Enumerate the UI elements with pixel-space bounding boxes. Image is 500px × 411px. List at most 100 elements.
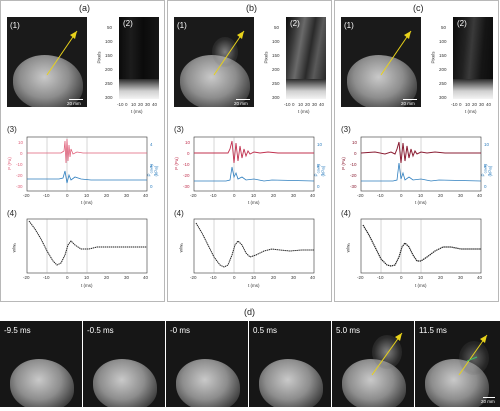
pressure-trace xyxy=(360,141,481,164)
hand-photo: (1) 20 mm xyxy=(7,17,87,107)
pc-tick: 0 xyxy=(484,184,487,189)
p-tick: 0 xyxy=(187,151,190,156)
subfig-label-4: (4) xyxy=(7,209,17,218)
x-tick: 10 xyxy=(418,275,424,280)
x-tick: 30 xyxy=(124,193,130,198)
streak-ytick: 100 xyxy=(105,39,113,44)
x-tick: 0 xyxy=(400,275,403,280)
p-tick: 0 xyxy=(20,151,23,156)
streak-xtick: 40 xyxy=(486,102,492,107)
p-tick: -30 xyxy=(350,184,357,189)
x-tick: 20 xyxy=(271,193,277,198)
p-tick: -10 xyxy=(350,162,357,167)
x-tick: -10 xyxy=(377,275,384,280)
w-axis-label: w/w₀ xyxy=(345,242,351,253)
hand-shape xyxy=(259,359,323,407)
hand-photo: (1) 20 mm xyxy=(341,17,421,107)
streak-ytick: 200 xyxy=(105,67,113,72)
frame-5: 5.0 ms xyxy=(332,321,414,407)
streak-xtick: 30 xyxy=(145,102,151,107)
streak-ytick: 150 xyxy=(439,53,447,58)
x-tick: 40 xyxy=(143,275,149,280)
streak-xtick: 20 xyxy=(472,102,478,107)
sequence-label: (d) xyxy=(244,307,255,317)
streak-xlabel: t (ms) xyxy=(298,109,310,114)
p-tick: -20 xyxy=(16,173,23,178)
x-tick: -10 xyxy=(210,275,217,280)
streak-xlabel: t (ms) xyxy=(465,109,477,114)
streak-xtick: 40 xyxy=(152,102,158,107)
p-tick: -10 xyxy=(16,162,23,167)
subfig-label-3: (3) xyxy=(341,125,351,134)
streak-xtick: 10 xyxy=(131,102,137,107)
panel-b: (b) (1) 20 mm (2) Pixels 50 100 150 200 … xyxy=(167,0,332,302)
x-tick: 0 xyxy=(66,275,69,280)
x-tick: 10 xyxy=(251,275,257,280)
x-tick: 30 xyxy=(291,275,297,280)
frame-6: 11.5 ms 20 mm xyxy=(415,321,500,407)
hand-photo: (1) 20 mm xyxy=(174,17,254,107)
panel-c: (c) (1) 20 mm (2) Pixels 50 100 150 200 … xyxy=(334,0,499,302)
frame-1: -9.5 ms xyxy=(0,321,82,407)
pressure-plot xyxy=(26,136,148,192)
subfig-label-2: (2) xyxy=(290,19,300,28)
p-tick: -10 xyxy=(183,162,190,167)
x-tick: 20 xyxy=(438,275,444,280)
streak-ytick: 300 xyxy=(272,95,280,100)
subfig-label-4: (4) xyxy=(174,209,184,218)
streak-ytick: 200 xyxy=(272,67,280,72)
subfig-label-4: (4) xyxy=(341,209,351,218)
pressure-trace xyxy=(27,138,147,164)
x-tick: -20 xyxy=(357,193,364,198)
scale-bar xyxy=(236,99,250,100)
pc-tick: 10 xyxy=(484,142,490,147)
arrow-icon xyxy=(371,332,403,376)
hand-shape xyxy=(342,359,406,407)
x-tick: -10 xyxy=(377,193,384,198)
t-axis-label: t (ms) xyxy=(415,200,427,205)
streak-xtick: -10 xyxy=(117,102,124,107)
p-tick: -20 xyxy=(183,173,190,178)
arrow-icon xyxy=(213,30,245,76)
streak-ytick: 50 xyxy=(274,25,280,30)
cavity-trace xyxy=(27,170,147,184)
t-axis-label: t (ms) xyxy=(81,283,93,288)
vapor-plume xyxy=(212,37,238,67)
streak-xtick: 10 xyxy=(465,102,471,107)
cavity-trace xyxy=(194,166,315,182)
x-tick: 20 xyxy=(104,275,110,280)
x-tick: -20 xyxy=(357,275,364,280)
x-tick: 10 xyxy=(84,275,90,280)
panel-label: (c) xyxy=(413,3,424,13)
streak-image xyxy=(119,17,159,99)
x-tick: 10 xyxy=(251,193,257,198)
streak-xtick: 40 xyxy=(319,102,325,107)
pc-axis-label: Pcavity (kPa) xyxy=(146,163,159,177)
streak-ytick: 300 xyxy=(105,95,113,100)
x-tick: 0 xyxy=(400,193,403,198)
scale-label: 20 mm xyxy=(401,101,415,106)
frame-time: -9.5 ms xyxy=(4,326,31,335)
streak-image xyxy=(453,17,493,99)
streak-xtick: -10 xyxy=(451,102,458,107)
x-tick: 40 xyxy=(477,193,483,198)
frame-2: -0.5 ms xyxy=(83,321,165,407)
hand-shape xyxy=(347,55,417,107)
streak-ytick: 150 xyxy=(105,53,113,58)
streak-ytick: 150 xyxy=(272,53,280,58)
panel-label: (a) xyxy=(79,3,90,13)
x-tick: 40 xyxy=(143,193,149,198)
t-axis-label: t (ms) xyxy=(81,200,93,205)
w-axis-label: w/w₀ xyxy=(11,242,17,253)
streak-xtick: 0 xyxy=(459,102,462,107)
scale-label: 20 mm xyxy=(67,101,81,106)
cavity-trace xyxy=(361,162,482,182)
pc-tick: 4 xyxy=(150,142,153,147)
p-tick: -30 xyxy=(183,184,190,189)
x-tick: 30 xyxy=(291,193,297,198)
streak-xtick: 20 xyxy=(138,102,144,107)
hand-shape xyxy=(425,359,489,407)
pressure-plot xyxy=(360,136,482,192)
width-trace xyxy=(195,222,314,268)
frame-3: -0 ms xyxy=(166,321,248,407)
